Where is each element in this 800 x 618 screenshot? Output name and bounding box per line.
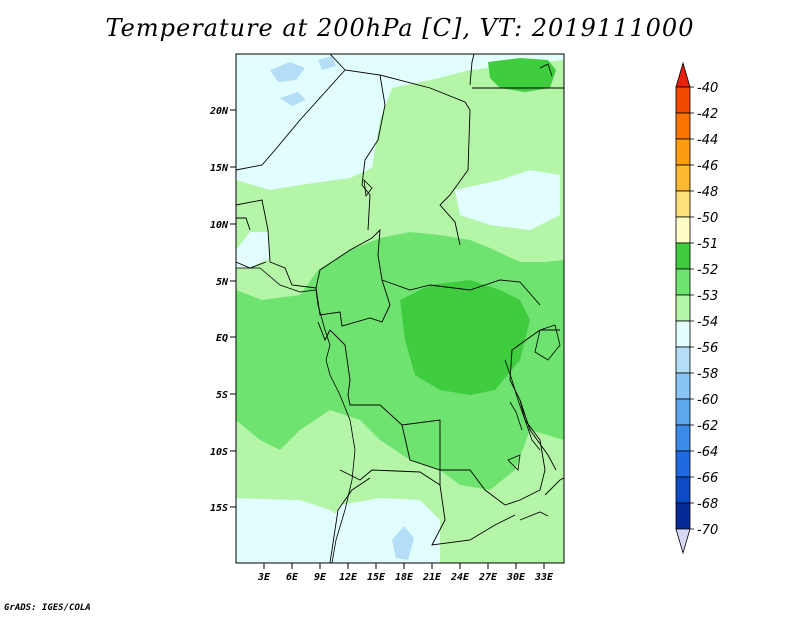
colorbar-swatch	[675, 242, 691, 270]
field-region-58d	[280, 92, 306, 106]
lon-label-6e: 6E	[286, 572, 299, 583]
field-region-58b	[318, 56, 336, 70]
colorbar-label: -70	[697, 523, 718, 538]
colorbar-swatch	[675, 320, 691, 348]
colorbar-bottom-arrow	[675, 528, 691, 555]
map-frame	[235, 53, 565, 564]
colorbar-top-arrow	[675, 61, 691, 88]
field-region-52b	[488, 58, 556, 92]
colorbar-swatch	[675, 190, 691, 218]
field-region-58c	[392, 526, 414, 560]
field-island-56a	[455, 170, 560, 230]
colorbar-label: -51	[697, 237, 718, 252]
colorbar-label: -44	[697, 133, 718, 148]
colorbar-label: -50	[697, 211, 718, 226]
colorbar-label: -53	[697, 289, 718, 304]
colorbar-label: -56	[697, 341, 718, 356]
country-borders	[236, 54, 564, 563]
colorbar-label: -60	[697, 393, 718, 408]
lat-label-5n: 5N	[216, 277, 229, 288]
lon-label-9e: 9E	[314, 572, 327, 583]
lon-label-21e: 21E	[422, 572, 442, 583]
colorbar-label: -68	[697, 497, 718, 512]
colorbar-swatch	[675, 86, 691, 114]
field-island-56c	[330, 498, 440, 563]
field-region-54c	[430, 490, 564, 563]
lat-label-15s: 15S	[210, 503, 228, 514]
lon-label-3e: 3E	[257, 572, 271, 583]
colorbar-swatch	[675, 450, 691, 478]
colorbar-label: -64	[697, 445, 718, 460]
lat-label-15n: 15N	[210, 163, 229, 174]
field-region-52	[400, 280, 530, 395]
colorbar-label: -54	[697, 315, 718, 330]
lat-label-eq: EQ	[216, 333, 228, 344]
temperature-field	[236, 54, 564, 563]
lon-label-18e: 18E	[395, 572, 414, 583]
grads-credit: GrADS: IGES/COLA	[4, 603, 91, 613]
colorbar-label: -62	[697, 419, 718, 434]
lon-axis: 3E 6E 9E 12E 15E 18E 21E 24E 27E 30E 33E	[257, 563, 554, 583]
lon-label-30e: 30E	[506, 572, 526, 583]
lat-label-10n: 10N	[210, 220, 229, 231]
map-title: Temperature at 200hPa [C], VT: 201911100…	[105, 14, 695, 42]
colorbar-label: -40	[697, 81, 718, 96]
lat-label-10s: 10S	[210, 447, 228, 458]
lon-label-33e: 33E	[534, 572, 554, 583]
lat-axis: 20N 15N 10N 5N EQ 5S 10S 15S	[209, 106, 236, 514]
coastlines	[236, 63, 561, 563]
colorbar-label: -46	[697, 159, 718, 174]
colorbar-swatch	[675, 268, 691, 296]
colorbar-swatch	[675, 424, 691, 452]
colorbar-label: -48	[697, 185, 718, 200]
colorbar: -40 -42 -44 -46 -48 -50 -51 -52 -53 -54 -56 -58 -60 -…	[675, 61, 718, 555]
colorbar-swatch	[675, 502, 691, 530]
field-region-53b	[236, 320, 300, 405]
colorbar-label: -66	[697, 471, 718, 486]
lon-label-24e: 24E	[450, 572, 470, 583]
colorbar-label: -42	[697, 107, 718, 122]
colorbar-swatch	[675, 476, 691, 504]
colorbar-swatch	[675, 112, 691, 140]
field-region-58a	[270, 62, 305, 82]
colorbar-swatch	[675, 138, 691, 166]
colorbar-swatch	[675, 164, 691, 192]
lat-label-20n: 20N	[209, 106, 229, 117]
lon-label-12e: 12E	[339, 572, 358, 583]
field-region-54b	[236, 470, 340, 505]
lon-label-27e: 27E	[478, 572, 498, 583]
field-island-56b	[236, 232, 270, 268]
colorbar-label: -58	[697, 367, 718, 382]
lon-label-15e: 15E	[367, 572, 386, 583]
colorbar-swatch	[675, 372, 691, 400]
colorbar-label: -52	[697, 263, 718, 278]
colorbar-swatch	[675, 398, 691, 426]
colorbar-swatch	[675, 216, 691, 244]
colorbar-swatch	[675, 294, 691, 322]
colorbar-swatch	[675, 346, 691, 374]
lat-label-5s: 5S	[216, 390, 228, 401]
